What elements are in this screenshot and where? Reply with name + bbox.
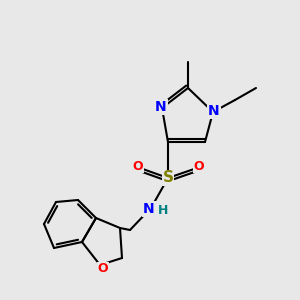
Text: S: S [163, 170, 173, 185]
Text: O: O [98, 262, 108, 275]
Text: N: N [143, 202, 155, 216]
Text: N: N [155, 100, 167, 114]
Text: O: O [133, 160, 143, 172]
Text: N: N [208, 104, 220, 118]
Text: H: H [158, 205, 168, 218]
Text: O: O [194, 160, 204, 172]
